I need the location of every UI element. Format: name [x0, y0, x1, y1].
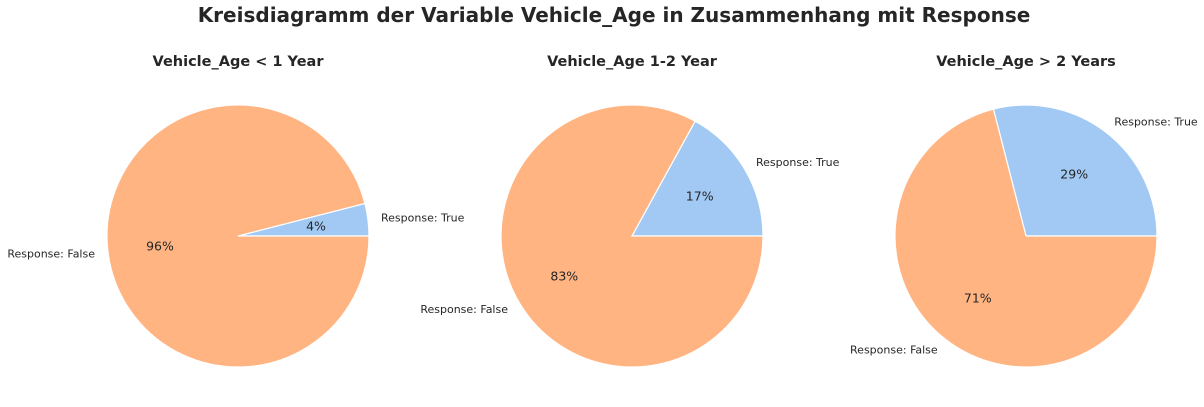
- pie-slice-response-false: [894, 108, 1158, 368]
- pie-percent-label: 17%: [686, 189, 714, 204]
- pie-slice-response-true: [630, 120, 764, 237]
- pie-slices: [500, 104, 764, 368]
- pie-category-label: Response: False: [7, 248, 95, 261]
- pie-slice-response-false: [500, 104, 764, 368]
- pie-percent-label: 29%: [1060, 166, 1088, 181]
- pie-category-label: Response: True: [1114, 116, 1198, 129]
- pie-slice-response-false: [106, 104, 370, 368]
- figure-title: Kreisdiagramm der Variable Vehicle_Age i…: [198, 3, 1031, 27]
- pie-category-label: Response: True: [381, 211, 465, 224]
- pie-title: Vehicle_Age < 1 Year: [153, 54, 325, 70]
- pie-title: Vehicle_Age > 2 Years: [936, 54, 1116, 70]
- pie-percent-label: 71%: [964, 291, 992, 306]
- pie-slice-response-true: [992, 104, 1158, 237]
- pie-category-label: Response: True: [756, 156, 840, 169]
- pie-chart-1-2-year: Vehicle_Age 1-2 Year 17% Response: True 83…: [420, 54, 840, 368]
- pie-category-label: Response: False: [420, 303, 508, 316]
- pie-chart-under-1-year: Vehicle_Age < 1 Year 4% Response: True 96%…: [7, 54, 465, 368]
- pie-percent-label: 4%: [306, 219, 326, 234]
- pie-labels: 29% Response: True 71% Response: False: [850, 116, 1198, 357]
- pie-slices: [894, 104, 1158, 368]
- pie-slices: [106, 104, 370, 368]
- pie-labels: 4% Response: True 96% Response: False: [7, 211, 464, 260]
- pie-labels: 17% Response: True 83% Response: False: [420, 156, 839, 316]
- pie-percent-label: 83%: [550, 269, 578, 284]
- pie-title: Vehicle_Age 1-2 Year: [547, 54, 718, 70]
- pie-category-label: Response: False: [850, 343, 938, 356]
- pie-percent-label: 96%: [146, 238, 174, 253]
- pie-chart-over-2-years: Vehicle_Age > 2 Years 29% Response: True 7…: [850, 54, 1198, 368]
